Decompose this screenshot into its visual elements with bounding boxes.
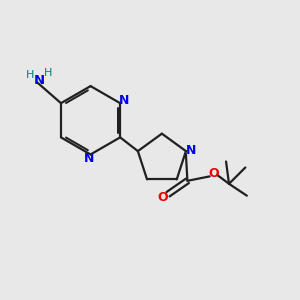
Text: O: O: [158, 191, 168, 204]
Text: N: N: [84, 152, 94, 165]
Text: N: N: [34, 74, 45, 86]
Text: N: N: [118, 94, 129, 107]
Text: H: H: [44, 68, 53, 79]
Text: N: N: [185, 144, 196, 157]
Text: H: H: [26, 70, 34, 80]
Text: O: O: [209, 167, 220, 181]
